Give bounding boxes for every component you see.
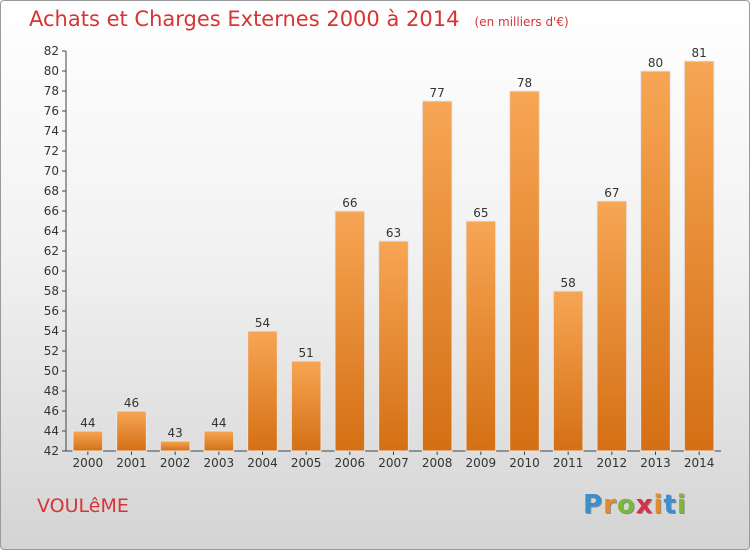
x-tick-label: 2000 <box>73 456 104 470</box>
y-tick-label: 58 <box>44 284 59 298</box>
bar-2004 <box>247 330 278 452</box>
bar-value-label: 77 <box>430 86 445 100</box>
y-tick-label: 70 <box>44 164 59 178</box>
chart-subtitle: (en milliers d'€) <box>474 15 569 29</box>
y-tick-label: 42 <box>44 444 59 458</box>
bar-value-label: 81 <box>692 46 707 60</box>
bar-value-label: 44 <box>80 416 95 430</box>
y-tick-label: 52 <box>44 344 59 358</box>
bar-value-label: 58 <box>561 276 576 290</box>
bar-value-label: 78 <box>517 76 532 90</box>
x-tick-label: 2012 <box>597 456 628 470</box>
x-tick-label: 2004 <box>247 456 278 470</box>
y-tick-label: 56 <box>44 304 59 318</box>
y-tick-label: 68 <box>44 184 59 198</box>
y-tick-label: 72 <box>44 144 59 158</box>
bar-2012 <box>596 200 628 452</box>
y-tick-label: 46 <box>44 404 59 418</box>
bar-value-label: 63 <box>386 226 401 240</box>
y-tick-label: 48 <box>44 384 59 398</box>
y-tick-label: 50 <box>44 364 59 378</box>
bar-value-label: 46 <box>124 396 139 410</box>
logo-letter: i <box>653 490 664 520</box>
bar-2007 <box>378 240 409 452</box>
y-tick-label: 60 <box>44 264 59 278</box>
commune-name: VOULêME <box>37 495 129 517</box>
proxiti-logo: Proxiti <box>583 490 687 520</box>
y-axis: 42 44 46 48 50 52 54 56 58 60 62 64 66 68 70 72 74 76 78 80… <box>44 44 67 458</box>
bar-labels: 44 46 43 44 54 51 66 63 77 65 78 58 67 80 81 <box>80 46 707 440</box>
x-tick-label: 2014 <box>684 456 715 470</box>
bar-2013 <box>640 70 671 452</box>
bar-2008 <box>421 100 453 452</box>
x-tick-label: 2002 <box>160 456 191 470</box>
logo-letter: t <box>663 490 677 520</box>
x-tick-label: 2011 <box>553 456 584 470</box>
logo-letter: i <box>676 490 687 520</box>
y-tick-label: 64 <box>44 224 59 238</box>
bar-value-label: 65 <box>473 206 488 220</box>
bar-value-label: 51 <box>299 346 314 360</box>
x-tick-label: 2001 <box>116 456 147 470</box>
bar-2003 <box>203 430 235 452</box>
x-tick-label: 2009 <box>466 456 497 470</box>
x-tick-label: 2013 <box>640 456 671 470</box>
x-tick-label: 2007 <box>378 456 409 470</box>
logo-letter: x <box>635 490 654 520</box>
bar-2011 <box>552 290 584 452</box>
bar-2006 <box>334 210 366 452</box>
bar-value-label: 44 <box>211 416 226 430</box>
bar-2002 <box>159 440 191 452</box>
bar-2001 <box>116 410 147 452</box>
bar-2014 <box>683 60 715 452</box>
bar-value-label: 66 <box>342 196 357 210</box>
bar-2010 <box>509 90 540 452</box>
x-tick-label: 2006 <box>335 456 366 470</box>
bar-value-label: 67 <box>604 186 619 200</box>
y-tick-label: 76 <box>44 104 59 118</box>
y-tick-label: 66 <box>44 204 59 218</box>
logo-letter: o <box>616 490 636 520</box>
logo-letter: P <box>583 490 604 520</box>
x-tick-label: 2008 <box>422 456 453 470</box>
bar-2000 <box>72 430 104 452</box>
chart-title: Achats et Charges Externes 2000 à 2014 <box>29 7 460 31</box>
y-tick-label: 78 <box>44 84 59 98</box>
y-tick-label: 82 <box>44 44 59 58</box>
bar-value-label: 80 <box>648 56 663 70</box>
bars <box>72 60 715 452</box>
bar-value-label: 43 <box>168 426 183 440</box>
x-tick-label: 2005 <box>291 456 322 470</box>
bar-2005 <box>290 360 322 452</box>
y-tick-label: 80 <box>44 64 59 78</box>
bar-2009 <box>465 220 497 452</box>
title-line: Achats et Charges Externes 2000 à 2014 (… <box>29 7 569 31</box>
y-tick-label: 44 <box>44 424 59 438</box>
x-tick-label: 2003 <box>204 456 235 470</box>
y-tick-label: 54 <box>44 324 59 338</box>
y-tick-label: 74 <box>44 124 59 138</box>
y-tick-label: 62 <box>44 244 59 258</box>
x-axis: 2000 2001 2002 2003 2004 2005 2006 2007 2008 2009… <box>66 450 721 470</box>
x-tick-label: 2010 <box>509 456 540 470</box>
bar-value-label: 54 <box>255 316 270 330</box>
logo-letter: r <box>603 490 617 520</box>
